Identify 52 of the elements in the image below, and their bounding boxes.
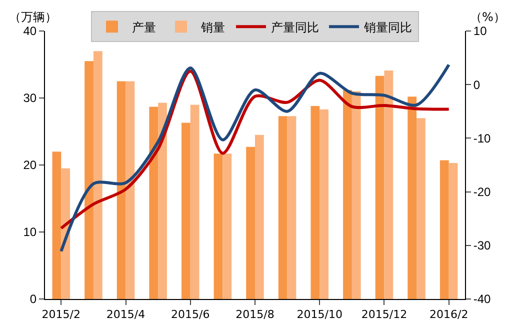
bar — [287, 116, 296, 299]
bar — [416, 118, 426, 299]
bar — [61, 168, 70, 299]
legend-label: 销量 — [200, 20, 225, 34]
y2-tick-label: 10 — [473, 24, 488, 38]
bar — [343, 90, 352, 299]
line-series — [60, 63, 450, 253]
x-tick-label: 2015/10 — [296, 308, 342, 322]
bar — [246, 146, 255, 299]
line-series — [60, 70, 450, 230]
bar — [352, 91, 361, 299]
bar — [93, 51, 102, 299]
bar — [255, 134, 264, 299]
bar — [158, 102, 167, 299]
y2-tick-label: -10 — [473, 131, 492, 146]
y-tick-label: 30 — [23, 91, 37, 106]
y-tick-label: 10 — [23, 225, 37, 240]
bar — [126, 81, 135, 299]
y-tick-label: 0 — [30, 292, 37, 306]
y-tick-label: 40 — [23, 24, 37, 38]
bar — [190, 104, 200, 299]
y2-axis-title: （%） — [470, 10, 506, 24]
x-tick-label: 2015/2 — [42, 308, 80, 322]
y2-tick-label: -40 — [473, 292, 492, 306]
bar — [384, 70, 394, 299]
x-tick-label: 2015/12 — [361, 308, 408, 322]
x-tick-label: 2016/2 — [430, 308, 468, 322]
bar — [408, 96, 417, 299]
bar — [375, 76, 384, 299]
bar — [310, 106, 320, 299]
x-tick-label: 2015/8 — [236, 308, 274, 322]
legend-label: 销量同比 — [363, 20, 412, 34]
y2-tick-label: 0 — [473, 78, 480, 92]
bar — [222, 154, 232, 299]
bar — [52, 152, 62, 299]
y2-tick-label: -20 — [473, 185, 492, 199]
bar — [116, 81, 126, 299]
y-tick-label: 20 — [23, 158, 37, 172]
y2-tick-label: -30 — [473, 238, 492, 253]
bar — [84, 61, 94, 299]
bar — [214, 154, 223, 299]
bar — [320, 109, 328, 299]
x-tick-label: 2015/6 — [171, 308, 210, 322]
bar — [448, 162, 458, 299]
x-tick-label: 2015/4 — [106, 308, 146, 322]
y-axis-title: （万辆） — [9, 10, 57, 24]
legend-label: 产量同比 — [271, 20, 319, 34]
bar — [440, 160, 449, 299]
bar — [182, 122, 190, 299]
bar — [149, 106, 158, 299]
legend-label: 产量 — [132, 20, 156, 34]
bar — [278, 116, 288, 299]
